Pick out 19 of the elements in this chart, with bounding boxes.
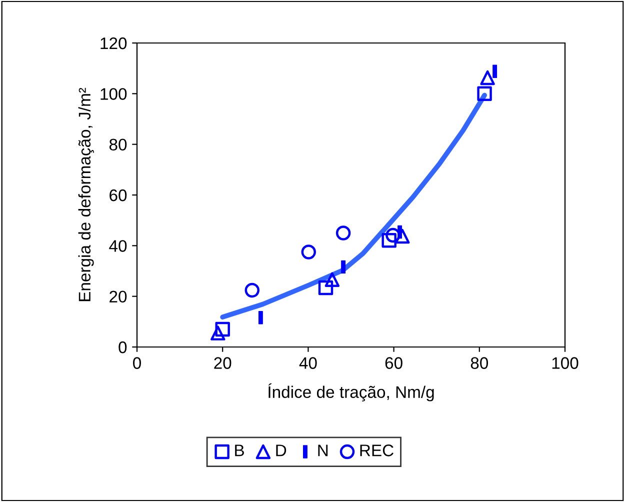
legend-label: B xyxy=(235,444,244,456)
x-tick-label: 60 xyxy=(385,357,402,369)
legend-label: REC xyxy=(360,444,394,456)
y-tick-label: 80 xyxy=(109,138,127,151)
x-tick-label: 100 xyxy=(552,357,578,369)
y-tick-label: 20 xyxy=(110,290,127,303)
y-tick-label: 60 xyxy=(110,189,127,202)
y-axis-title: Energia de deformação, J/m² xyxy=(78,88,94,302)
x-tick-label: 20 xyxy=(214,357,232,369)
y-tick-label: 100 xyxy=(100,88,127,100)
legend-label: D xyxy=(276,444,286,456)
x-tick-label: 40 xyxy=(299,357,317,369)
y-tick-label: 0 xyxy=(118,341,127,354)
x-tick-label: 0 xyxy=(133,357,141,369)
x-tick-label: 80 xyxy=(470,357,488,369)
legend-label: N xyxy=(318,444,328,456)
y-tick-label: 120 xyxy=(100,37,127,50)
y-tick-label: 40 xyxy=(109,240,127,252)
x-axis-title: Índice de tração, Nm/g xyxy=(268,383,434,402)
